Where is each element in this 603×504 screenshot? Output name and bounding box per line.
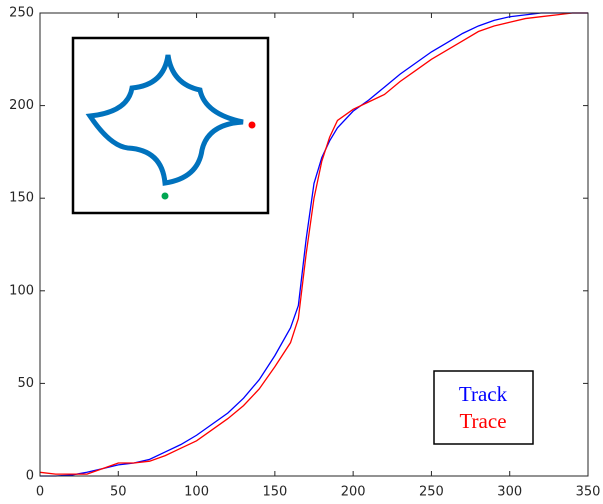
axes-frame bbox=[39, 12, 589, 477]
legend-frame bbox=[433, 370, 534, 445]
y-tick-label: 0 bbox=[26, 469, 34, 484]
y-tick-label: 200 bbox=[9, 98, 34, 113]
end-dot bbox=[248, 121, 256, 129]
x-tick-label: 0 bbox=[36, 485, 44, 500]
x-tick-label: 250 bbox=[419, 485, 444, 500]
legend: Track Trace bbox=[433, 370, 534, 445]
legend-entry: Track bbox=[459, 382, 508, 406]
y-tick-label: 150 bbox=[9, 191, 34, 206]
y-tick-label: 250 bbox=[9, 6, 34, 21]
x-tick-label: 300 bbox=[497, 485, 522, 500]
legend-entry: Trace bbox=[459, 409, 506, 433]
track-shape bbox=[85, 54, 244, 186]
series-line bbox=[39, 12, 588, 475]
x-tick-label: 50 bbox=[110, 485, 127, 500]
x-tick-label: 350 bbox=[576, 485, 601, 500]
x-tick-label: 100 bbox=[184, 485, 209, 500]
inset bbox=[71, 36, 270, 215]
x-tick-label: 150 bbox=[262, 485, 287, 500]
y-tick-label: 100 bbox=[9, 283, 34, 298]
start-dot bbox=[161, 192, 169, 200]
y-tick-label: 50 bbox=[17, 376, 34, 391]
x-tick-label: 200 bbox=[341, 485, 366, 500]
